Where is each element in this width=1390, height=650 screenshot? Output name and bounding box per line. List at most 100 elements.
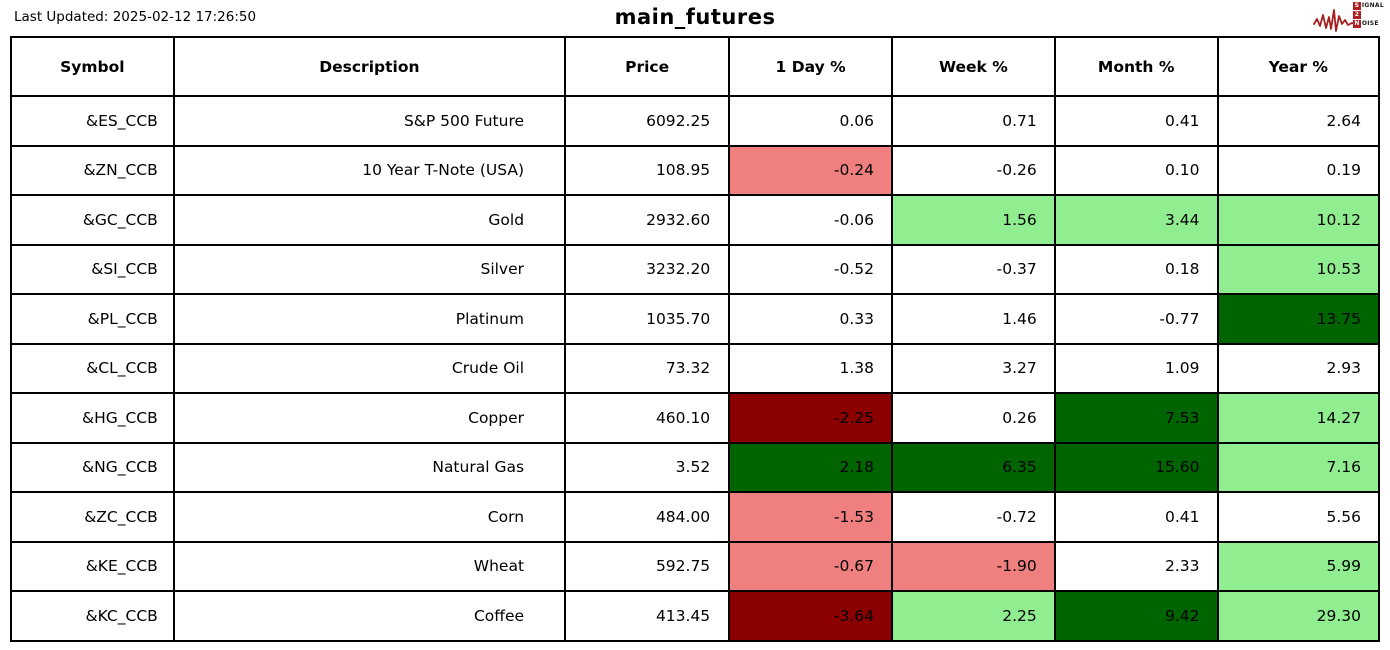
cell-price: 592.75	[564, 540, 731, 592]
cell-pct: 2.93	[1216, 342, 1381, 394]
table-row: &NG_CCB Natural Gas 3.52 2.18 6.35 15.60 7.16	[10, 441, 1381, 493]
heartbeat-waveform-icon	[1312, 9, 1357, 32]
cell-pct: 0.33	[728, 293, 893, 345]
cell-pct: -0.37	[890, 243, 1056, 295]
cell-price: 460.10	[564, 392, 731, 444]
table-body: &ES_CCB S&P 500 Future 6092.25 0.06 0.71 0.41…	[10, 95, 1381, 642]
cell-pct: -0.24	[728, 144, 893, 196]
logo-text-ignal: IGNAL	[1361, 2, 1384, 9]
cell-pct: 5.56	[1216, 491, 1381, 543]
column-header-description: Description	[172, 36, 567, 97]
logo-letter-s: S	[1352, 1, 1361, 10]
page-title: main_futures	[614, 5, 776, 29]
cell-pct: -0.26	[890, 144, 1056, 196]
cell-pct: -0.67	[728, 540, 893, 592]
signal2noise-logo: S IGNAL 2 N OISE	[1312, 1, 1384, 32]
cell-pct: 1.38	[728, 342, 893, 394]
last-updated-label: Last Updated: 2025-02-12 17:26:50	[14, 9, 257, 25]
cell-price: 413.45	[564, 590, 731, 642]
cell-pct: -0.52	[728, 243, 893, 295]
table-row: &PL_CCB Platinum 1035.70 0.33 1.46 -0.77 13.75	[10, 293, 1381, 345]
table-row: &HG_CCB Copper 460.10 -2.25 0.26 7.53 14.27	[10, 392, 1381, 444]
cell-pct: 0.10	[1053, 144, 1219, 196]
cell-symbol: &HG_CCB	[10, 392, 175, 444]
cell-pct: 7.53	[1053, 392, 1219, 444]
cell-price: 73.32	[564, 342, 731, 394]
cell-description: Wheat	[172, 540, 567, 592]
cell-pct: 10.53	[1216, 243, 1381, 295]
cell-pct: -2.25	[728, 392, 893, 444]
cell-price: 108.95	[564, 144, 731, 196]
cell-pct: 6.35	[890, 441, 1056, 493]
cell-pct: 0.19	[1216, 144, 1381, 196]
column-header-price: Price	[564, 36, 731, 97]
cell-pct: 0.41	[1053, 95, 1219, 147]
cell-description: Silver	[172, 243, 567, 295]
cell-pct: 0.18	[1053, 243, 1219, 295]
cell-price: 3232.20	[564, 243, 731, 295]
table-row: &GC_CCB Gold 2932.60 -0.06 1.56 3.44 10.12	[10, 194, 1381, 246]
cell-pct: 29.30	[1216, 590, 1381, 642]
cell-price: 3.52	[564, 441, 731, 493]
cell-pct: 0.06	[728, 95, 893, 147]
cell-pct: 1.56	[890, 194, 1056, 246]
cell-symbol: &CL_CCB	[10, 342, 175, 394]
logo-line-signal: S IGNAL	[1352, 1, 1384, 10]
logo-letter-2: 2	[1352, 10, 1361, 19]
cell-pct: 1.46	[890, 293, 1056, 345]
cell-pct: 5.99	[1216, 540, 1381, 592]
cell-symbol: &SI_CCB	[10, 243, 175, 295]
cell-pct: 2.64	[1216, 95, 1381, 147]
cell-pct: 0.26	[890, 392, 1056, 444]
cell-symbol: &ZC_CCB	[10, 491, 175, 543]
cell-symbol: &PL_CCB	[10, 293, 175, 345]
cell-pct: -1.53	[728, 491, 893, 543]
cell-pct: 13.75	[1216, 293, 1381, 345]
table-row: &CL_CCB Crude Oil 73.32 1.38 3.27 1.09 2.93	[10, 342, 1381, 394]
logo-text-oise: OISE	[1361, 20, 1379, 27]
cell-pct: 3.44	[1053, 194, 1219, 246]
cell-pct: -3.64	[728, 590, 893, 642]
logo-line-noise: N OISE	[1352, 19, 1384, 28]
cell-description: Coffee	[172, 590, 567, 642]
cell-pct: 2.18	[728, 441, 893, 493]
cell-pct: 2.25	[890, 590, 1056, 642]
cell-pct: 14.27	[1216, 392, 1381, 444]
cell-symbol: &KE_CCB	[10, 540, 175, 592]
table-row: &ZN_CCB 10 Year T-Note (USA) 108.95 -0.24 -0…	[10, 144, 1381, 196]
cell-pct: 0.41	[1053, 491, 1219, 543]
table-row: &ZC_CCB Corn 484.00 -1.53 -0.72 0.41 5.56	[10, 491, 1381, 543]
cell-pct: 2.33	[1053, 540, 1219, 592]
logo-letter-n: N	[1352, 19, 1361, 28]
cell-pct: -0.06	[728, 194, 893, 246]
cell-pct: 15.60	[1053, 441, 1219, 493]
cell-symbol: &KC_CCB	[10, 590, 175, 642]
futures-table: Symbol Description Price 1 Day % Week % Month…	[10, 36, 1381, 642]
logo-wordmark: S IGNAL 2 N OISE	[1352, 1, 1384, 28]
cell-pct: 10.12	[1216, 194, 1381, 246]
column-header-1-day: 1 Day %	[728, 36, 893, 97]
column-header-symbol: Symbol	[10, 36, 175, 97]
cell-pct: -1.90	[890, 540, 1056, 592]
cell-pct: 9.42	[1053, 590, 1219, 642]
column-header-year: Year %	[1216, 36, 1381, 97]
cell-pct: 1.09	[1053, 342, 1219, 394]
column-header-week: Week %	[890, 36, 1056, 97]
cell-pct: 7.16	[1216, 441, 1381, 493]
cell-price: 1035.70	[564, 293, 731, 345]
logo-line-two: 2	[1352, 10, 1384, 19]
cell-pct: 0.71	[890, 95, 1056, 147]
cell-pct: 3.27	[890, 342, 1056, 394]
cell-description: Natural Gas	[172, 441, 567, 493]
cell-description: S&P 500 Future	[172, 95, 567, 147]
table-row: &ES_CCB S&P 500 Future 6092.25 0.06 0.71 0.41…	[10, 95, 1381, 147]
cell-price: 6092.25	[564, 95, 731, 147]
cell-price: 484.00	[564, 491, 731, 543]
header-row: Symbol Description Price 1 Day % Week % Month…	[10, 36, 1381, 97]
cell-pct: -0.77	[1053, 293, 1219, 345]
cell-description: Crude Oil	[172, 342, 567, 394]
column-header-month: Month %	[1053, 36, 1219, 97]
table-row: &SI_CCB Silver 3232.20 -0.52 -0.37 0.18 10.53	[10, 243, 1381, 295]
table-row: &KE_CCB Wheat 592.75 -0.67 -1.90 2.33 5.99	[10, 540, 1381, 592]
